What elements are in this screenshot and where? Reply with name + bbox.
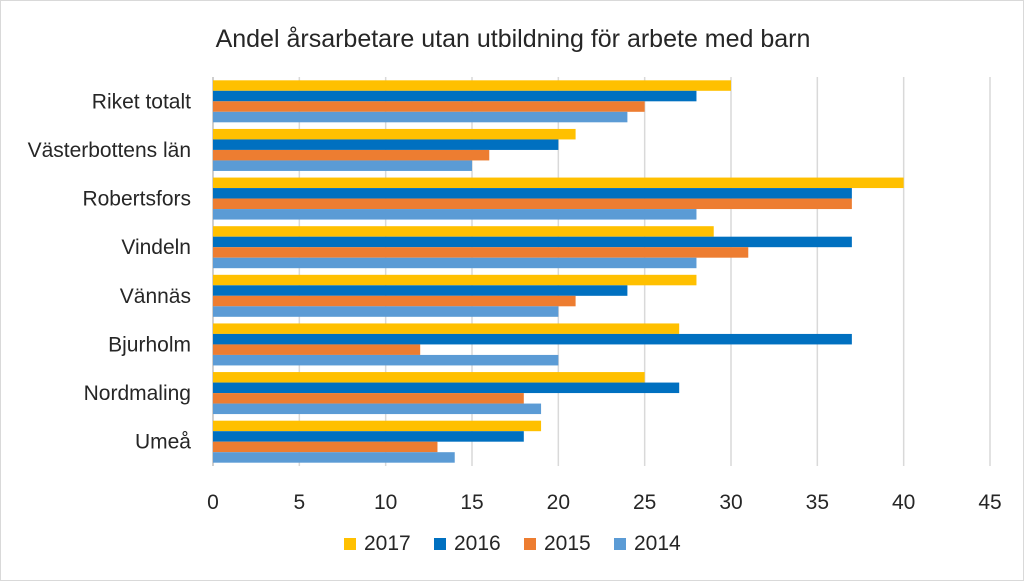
x-tick-label: 40 xyxy=(892,491,915,514)
legend-swatch-2015 xyxy=(524,538,536,550)
bar-2016-1 xyxy=(213,90,697,102)
x-tick-label: 15 xyxy=(460,491,483,514)
bar-2017-7 xyxy=(213,372,645,383)
x-tick-label: 35 xyxy=(806,491,829,514)
legend: 2017 2016 2015 2014 xyxy=(344,532,681,555)
bar-2017-3 xyxy=(213,177,904,189)
bar-2014-1 xyxy=(213,111,628,123)
bar-2015-1 xyxy=(213,101,645,112)
bar-2017-6 xyxy=(213,323,680,334)
x-tick-label: 25 xyxy=(633,491,656,514)
bar-2014-2 xyxy=(213,160,472,171)
category-label: Västerbottens län xyxy=(28,139,191,162)
bar-2014-6 xyxy=(213,354,559,366)
bar-2015-2 xyxy=(213,149,490,161)
category-label: Vindeln xyxy=(121,236,191,259)
bar-2015-4 xyxy=(213,247,749,258)
legend-swatch-2014 xyxy=(614,538,626,550)
category-label: Bjurholm xyxy=(108,333,191,356)
bar-2017-8 xyxy=(213,420,542,432)
bar-2016-8 xyxy=(213,431,524,442)
bar-2016-6 xyxy=(213,333,852,345)
bar-2017-1 xyxy=(213,80,731,91)
bar-2016-2 xyxy=(213,139,559,150)
bar-2014-4 xyxy=(213,257,697,269)
bar-2017-5 xyxy=(213,274,697,286)
category-label: Nordmaling xyxy=(84,382,191,405)
legend-swatch-2016 xyxy=(434,538,446,550)
x-tick-label: 5 xyxy=(293,491,305,514)
bar-2015-8 xyxy=(213,441,438,453)
x-tick-label: 10 xyxy=(374,491,397,514)
legend-label-2017: 2017 xyxy=(364,532,411,555)
bar-2015-6 xyxy=(213,344,421,355)
legend-swatch-2017 xyxy=(344,538,356,550)
bar-2017-4 xyxy=(213,226,714,237)
x-tick-label: 20 xyxy=(547,491,570,514)
bars xyxy=(213,80,904,463)
bar-2016-4 xyxy=(213,236,852,248)
bar-2015-3 xyxy=(213,198,852,210)
bar-2015-5 xyxy=(213,295,576,307)
bar-2016-3 xyxy=(213,188,852,199)
x-tick-labels: 0 5 10 15 20 25 30 35 40 45 xyxy=(207,491,1002,514)
chart-title: Andel årsarbetare utan utbildning för ar… xyxy=(216,25,811,53)
x-tick-label: 0 xyxy=(207,491,219,514)
bar-2014-3 xyxy=(213,209,697,220)
category-label: Riket totalt xyxy=(92,90,191,113)
bar-2014-7 xyxy=(213,403,542,415)
category-labels: Riket totalt Västerbottens län Robertsfors… xyxy=(28,90,192,453)
bar-2014-8 xyxy=(213,452,455,463)
category-label: Robertsfors xyxy=(82,188,191,211)
bar-2016-5 xyxy=(213,285,628,296)
legend-label-2015: 2015 xyxy=(544,532,591,555)
bar-2015-7 xyxy=(213,393,524,404)
legend-label-2014: 2014 xyxy=(634,532,681,555)
category-label: Vännäs xyxy=(120,285,191,308)
bar-2017-2 xyxy=(213,128,576,140)
legend-label-2016: 2016 xyxy=(454,532,501,555)
bar-2014-5 xyxy=(213,306,559,317)
x-tick-label: 30 xyxy=(719,491,742,514)
x-tick-label: 45 xyxy=(978,491,1001,514)
bar-2016-7 xyxy=(213,382,680,394)
category-label: Umeå xyxy=(135,431,191,454)
